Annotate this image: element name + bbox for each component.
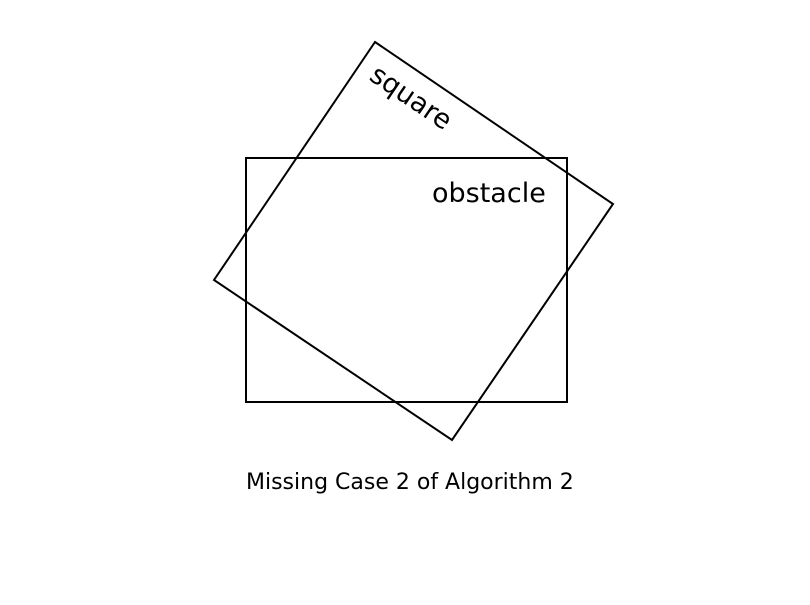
caption: Missing Case 2 of Algorithm 2 xyxy=(246,470,574,495)
obstacle-rectangle xyxy=(245,157,568,403)
obstacle-label: obstacle xyxy=(432,178,546,209)
square-label: square xyxy=(364,59,458,136)
square-shape xyxy=(212,40,615,442)
